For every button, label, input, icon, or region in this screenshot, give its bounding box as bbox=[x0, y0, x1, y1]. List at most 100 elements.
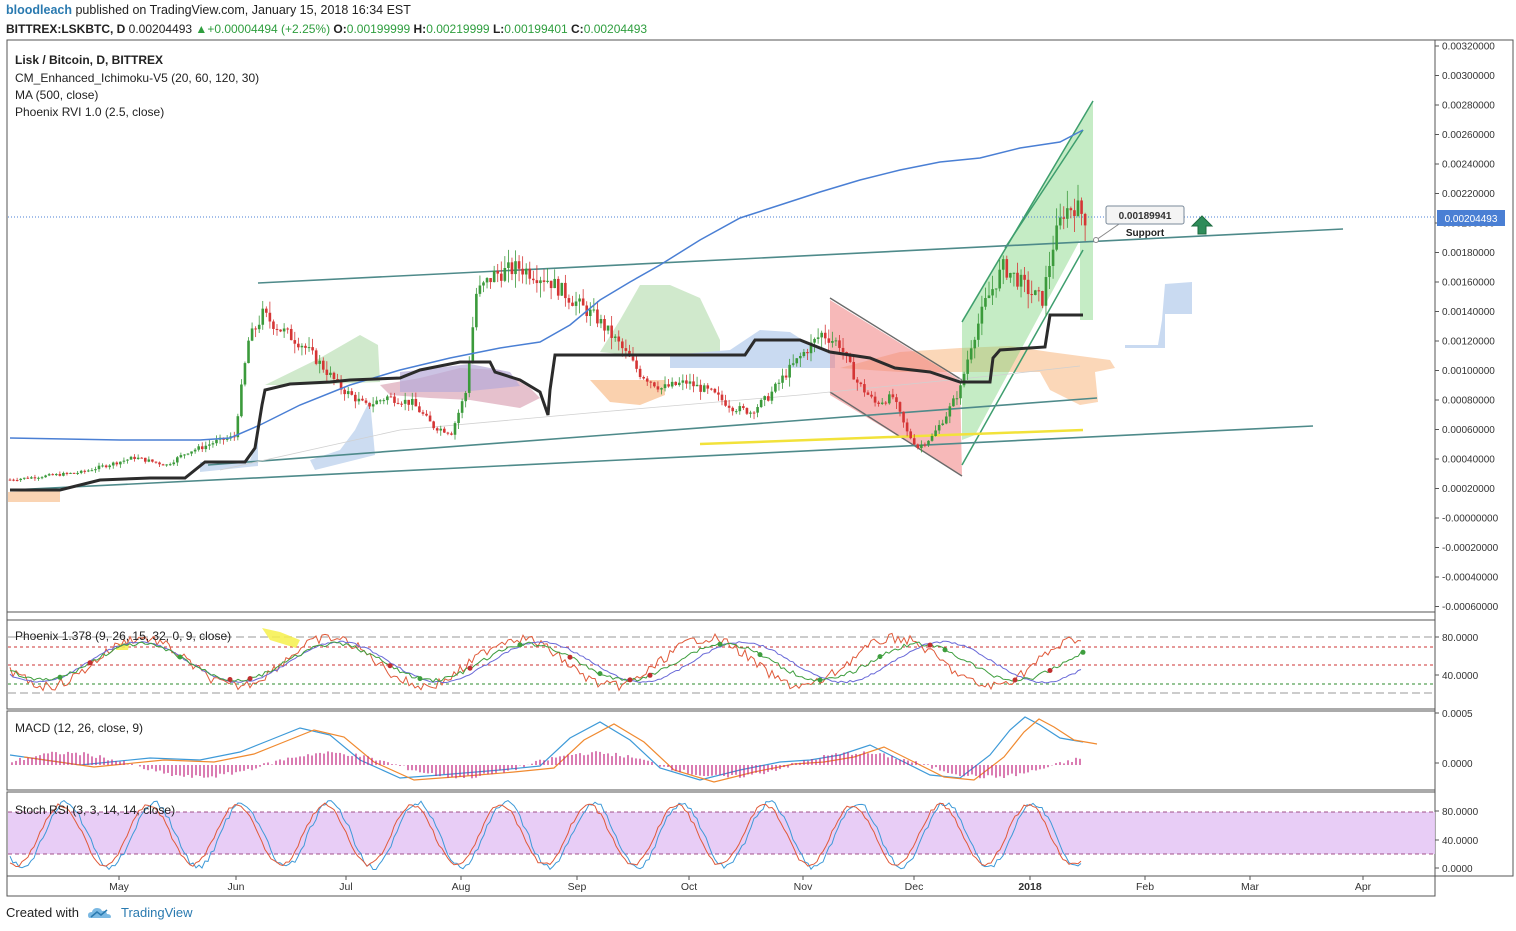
candle-body bbox=[781, 375, 784, 383]
phoenix-signal-dot bbox=[597, 671, 603, 677]
candle-body bbox=[546, 280, 549, 282]
low-value: 0.00199401 bbox=[504, 22, 568, 36]
candle-body bbox=[980, 306, 984, 324]
candle-body bbox=[418, 406, 421, 413]
legend-macd[interactable]: MACD (12, 26, close, 9) bbox=[15, 721, 143, 735]
publish-header: bloodleach published on TradingView.com,… bbox=[6, 3, 411, 17]
candle-body bbox=[731, 407, 734, 412]
candle-body bbox=[677, 382, 681, 385]
candle-body bbox=[670, 381, 674, 387]
symbol-header: BITTREX:LSKBTC, D 0.00204493 ▲+0.0000449… bbox=[6, 22, 647, 36]
candle-body bbox=[991, 289, 994, 296]
price-tick-label: -0.00000000 bbox=[1442, 514, 1499, 525]
candle-body bbox=[560, 282, 564, 296]
candle-body bbox=[592, 309, 596, 311]
legend-rvi[interactable]: Phoenix RVI 1.0 (2.5, close) bbox=[15, 105, 164, 119]
candle-body bbox=[179, 455, 183, 458]
time-tick-label: Apr bbox=[1355, 881, 1372, 893]
candle-body bbox=[706, 385, 710, 389]
candle-body bbox=[439, 428, 443, 431]
subpane-tick-label: 40.0000 bbox=[1442, 671, 1479, 682]
subpane-tick-labels: 80.0000 40.0000 0.0005 0.0000 80.0000 40.0000… bbox=[1435, 633, 1479, 875]
candle-body bbox=[902, 411, 905, 423]
candle-body bbox=[816, 337, 820, 339]
candle-body bbox=[54, 474, 58, 476]
candle-body bbox=[197, 446, 200, 450]
price-tick-label: 0.00040000 bbox=[1442, 455, 1495, 466]
candle-body bbox=[749, 412, 752, 414]
candle-body bbox=[599, 319, 603, 324]
candle-body bbox=[140, 457, 144, 459]
author-name[interactable]: bloodleach bbox=[6, 3, 72, 17]
candle-body bbox=[788, 364, 791, 378]
candle-body bbox=[795, 358, 799, 364]
candle-body bbox=[916, 444, 920, 448]
candle-body bbox=[717, 392, 720, 395]
up-arrow-icon: ▲ bbox=[195, 22, 208, 36]
candle-body bbox=[65, 472, 69, 474]
candle-body bbox=[425, 413, 428, 416]
candle-body bbox=[108, 465, 111, 468]
candle-body bbox=[265, 308, 268, 313]
candle-body bbox=[289, 328, 293, 341]
candle-body bbox=[435, 428, 439, 431]
candle-body bbox=[937, 424, 941, 431]
candle-body bbox=[432, 421, 435, 429]
tradingview-logo-icon[interactable] bbox=[87, 906, 115, 920]
candle-body bbox=[1026, 279, 1030, 295]
candle-body bbox=[332, 372, 336, 380]
phoenix-signal-dot bbox=[717, 641, 723, 647]
price-tick-label: 0.00160000 bbox=[1442, 278, 1495, 289]
candle-body bbox=[880, 402, 884, 404]
candle-body bbox=[122, 460, 126, 462]
phoenix-signal-dot bbox=[177, 654, 183, 660]
tradingview-brand[interactable]: TradingView bbox=[120, 905, 193, 920]
phoenix-signal-dot bbox=[517, 642, 523, 648]
candle-body bbox=[19, 478, 22, 481]
candle-body bbox=[934, 430, 937, 436]
time-axis[interactable] bbox=[6, 875, 1436, 897]
legend-ma[interactable]: MA (500, close) bbox=[15, 88, 98, 102]
candle-body bbox=[143, 457, 147, 462]
candle-body bbox=[528, 268, 532, 279]
candle-body bbox=[321, 360, 325, 370]
candle-body bbox=[870, 394, 873, 397]
price-tick-label: 0.00060000 bbox=[1442, 425, 1495, 436]
price-tick-label: 0.00280000 bbox=[1442, 101, 1495, 112]
legend-phoenix[interactable]: Phoenix 1.378 (9, 26, 15, 32, 0, 9, clos… bbox=[15, 629, 231, 643]
candle-body bbox=[998, 269, 1001, 289]
candle-body bbox=[763, 396, 767, 400]
macd-line bbox=[9, 716, 1084, 781]
price-axis[interactable] bbox=[1434, 39, 1514, 877]
candle-body bbox=[97, 465, 101, 470]
candle-body bbox=[578, 298, 581, 302]
candle-body bbox=[168, 464, 172, 466]
ma-500-line bbox=[9, 129, 1084, 441]
candle-body bbox=[471, 327, 475, 363]
main-pane bbox=[6, 39, 1436, 613]
candle-body bbox=[514, 261, 517, 275]
support-annotation[interactable]: 0.00189941 Support bbox=[1093, 205, 1185, 243]
candle-body bbox=[621, 341, 624, 349]
candle-body bbox=[90, 470, 94, 472]
candle-body bbox=[841, 347, 845, 352]
candle-body bbox=[848, 354, 852, 362]
candle-body bbox=[535, 280, 539, 284]
candle-body bbox=[375, 400, 378, 405]
macd-pane bbox=[6, 710, 1436, 791]
time-tick-label: Nov bbox=[794, 881, 813, 893]
candle-body bbox=[660, 388, 663, 390]
legend-stoch[interactable]: Stoch RSI (3, 3, 14, 14, close) bbox=[15, 803, 175, 817]
candle-body bbox=[400, 403, 403, 405]
candle-body bbox=[371, 404, 375, 407]
candle-body bbox=[496, 270, 500, 274]
candle-body bbox=[8, 479, 12, 481]
candle-body bbox=[727, 405, 731, 408]
candle-body bbox=[22, 477, 26, 479]
legend-ichimoku[interactable]: CM_Enhanced_Ichimoku-V5 (20, 60, 120, 30… bbox=[15, 71, 259, 85]
candle-body bbox=[183, 454, 186, 456]
candle-body bbox=[742, 406, 745, 409]
candle-body bbox=[952, 398, 955, 407]
candle-body bbox=[649, 381, 653, 383]
